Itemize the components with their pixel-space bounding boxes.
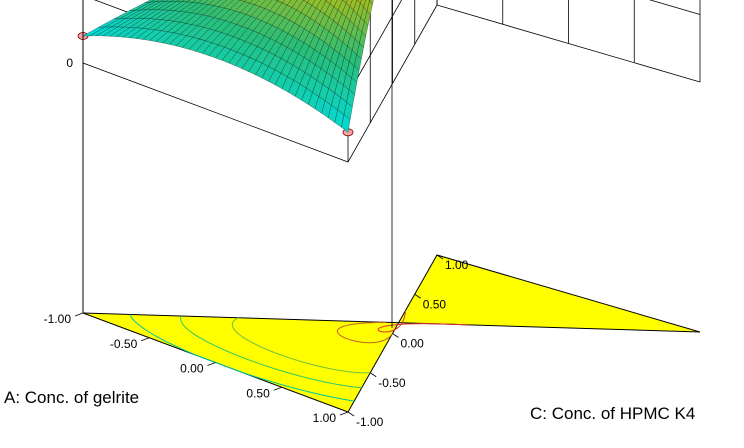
x-tick-mark <box>74 312 84 317</box>
y-tick-label: -0.50 <box>378 376 406 390</box>
y-tick-label: 1.00 <box>445 258 469 272</box>
x-tick-label: 0.00 <box>180 362 204 376</box>
tick-labels: 050100150200-1.00-0.500.000.501.00-1.00-… <box>44 0 469 429</box>
y-tick-mark <box>370 372 377 378</box>
response-surface <box>82 0 374 133</box>
y-tick-label: -1.00 <box>356 415 384 429</box>
contour-line <box>180 315 362 389</box>
surface-patch <box>356 0 362 4</box>
x-axis-title: A: Conc. of gelrite <box>4 388 139 407</box>
x-tick-label: -1.00 <box>44 312 72 326</box>
x-tick-mark <box>141 337 150 342</box>
contour-line <box>336 321 393 344</box>
x-tick-mark <box>339 411 349 416</box>
x-tick-label: 1.00 <box>313 411 337 425</box>
y-axis-title: C: Conc. of HPMC K4 <box>530 404 695 423</box>
contour-line <box>129 314 355 402</box>
y-tick-mark <box>414 293 421 299</box>
contour-line <box>377 310 469 333</box>
surface-patch <box>342 0 348 4</box>
floor-contours <box>129 310 469 402</box>
x-tick-mark <box>207 362 216 366</box>
x-tick-mark <box>273 386 282 391</box>
y-tick-label: 0.50 <box>423 297 447 311</box>
z-gridline <box>649 0 701 15</box>
y-tick-mark <box>436 254 444 260</box>
y-tick-mark <box>392 333 399 338</box>
y-tick-label: 0.00 <box>401 337 425 351</box>
y-tick-mark <box>347 411 355 417</box>
z-tick-label: 50 <box>60 0 74 3</box>
z-tick-label: 0 <box>66 56 73 70</box>
contour-line <box>231 317 371 374</box>
x-tick-label: 0.50 <box>246 386 270 400</box>
x-tick-label: -0.50 <box>110 337 138 351</box>
